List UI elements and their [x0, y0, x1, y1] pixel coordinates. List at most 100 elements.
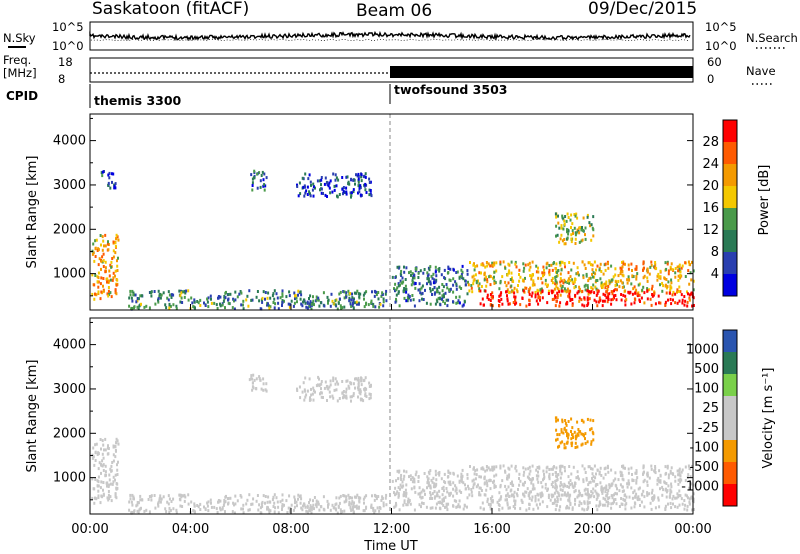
scatter-cell: [566, 300, 569, 304]
scatter-cell: [557, 492, 560, 496]
scatter-cell: [501, 506, 504, 510]
scatter-cell: [94, 274, 97, 277]
scatter-cell: [158, 293, 161, 297]
scatter-cell: [554, 304, 557, 308]
scatter-cell: [556, 293, 559, 297]
scatter-cell: [92, 251, 95, 255]
y-tick-label: 4000: [53, 134, 86, 149]
scatter-cell: [415, 470, 418, 474]
scatter-cell: [515, 492, 518, 496]
scatter-cell: [308, 173, 311, 177]
scatter-cell: [519, 303, 522, 307]
scatter-cell: [539, 492, 542, 496]
scatter-cell: [576, 266, 579, 270]
scatter-cell: [486, 497, 489, 501]
scatter-cell: [402, 477, 405, 481]
scatter-cell: [559, 280, 562, 284]
scatter-cell: [539, 298, 541, 302]
scatter-cell: [654, 302, 657, 306]
scatter-cell: [551, 268, 554, 272]
scatter-cell: [651, 294, 654, 298]
scatter-cell: [555, 488, 558, 492]
scatter-cell: [323, 182, 326, 186]
scatter-cell: [357, 191, 359, 195]
scatter-cell: [301, 390, 304, 394]
scatter-cell: [452, 487, 455, 491]
scatter-cell: [581, 303, 584, 307]
scatter-cell: [259, 378, 262, 382]
scatter-cell: [542, 274, 544, 278]
scatter-cell: [317, 502, 320, 506]
scatter-cell: [372, 302, 375, 306]
scatter-cell: [517, 284, 519, 287]
scatter-cell: [168, 506, 171, 510]
scatter-cell: [364, 182, 367, 186]
scatter-cell: [94, 255, 97, 258]
scatter-cell: [484, 289, 487, 293]
scatter-cell: [449, 471, 452, 475]
scatter-cell: [347, 384, 350, 388]
scatter-cell: [478, 271, 481, 275]
scatter-cell: [546, 301, 549, 305]
date-title: 09/Dec/2015: [588, 0, 697, 19]
scatter-cell: [238, 292, 241, 296]
scatter-cell: [391, 479, 394, 483]
scatter-cell: [157, 300, 160, 304]
scatter-cell: [614, 284, 617, 287]
scatter-cell: [252, 176, 255, 180]
scatter-cell: [362, 399, 365, 403]
scatter-cell: [642, 464, 645, 468]
scatter-cell: [94, 247, 97, 251]
scatter-cell: [530, 481, 533, 485]
scatter-cell: [92, 242, 95, 246]
scatter-cell: [358, 190, 361, 194]
scatter-cell: [312, 182, 315, 186]
scatter-cell: [406, 500, 409, 504]
scatter-cell: [363, 501, 365, 505]
scatter-cell: [153, 290, 156, 293]
scatter-cell: [446, 508, 449, 512]
scatter-cell: [304, 301, 307, 305]
scatter-cell: [522, 473, 525, 477]
scatter-cell: [175, 508, 178, 512]
scatter-cell: [607, 293, 610, 296]
scatter-cell: [357, 376, 360, 380]
scatter-cell: [614, 267, 617, 271]
scatter-cell: [464, 279, 467, 283]
scatter-cell: [593, 260, 596, 264]
scatter-cell: [664, 487, 667, 491]
scatter-cell: [363, 291, 366, 295]
scatter-cell: [498, 304, 501, 308]
scatter-cell: [686, 494, 688, 498]
scatter-cell: [397, 477, 400, 481]
scatter-cell: [358, 499, 361, 503]
scatter-cell: [540, 481, 543, 485]
scatter-cell: [466, 505, 468, 509]
scatter-cell: [394, 486, 397, 490]
scatter-cell: [429, 497, 432, 500]
scatter-cell: [136, 297, 139, 300]
scatter-cell: [646, 471, 649, 475]
station-title: Saskatoon (fitACF): [92, 0, 249, 19]
scatter-cell: [577, 428, 580, 431]
scatter-cell: [547, 493, 550, 497]
scatter-cell: [572, 465, 575, 469]
scatter-cell: [478, 287, 481, 291]
scatter-cell: [591, 476, 593, 480]
scatter-cell: [405, 483, 408, 487]
scatter-cell: [666, 260, 669, 264]
scatter-cell: [421, 297, 423, 301]
scatter-cell: [379, 302, 382, 306]
scatter-cell: [429, 469, 432, 473]
scatter-cell: [273, 306, 276, 310]
scatter-cell: [576, 495, 579, 499]
scatter-cell: [349, 506, 352, 510]
scatter-cell: [102, 488, 104, 492]
scatter-cell: [493, 474, 496, 478]
scatter-cell: [438, 291, 441, 295]
scatter-cell: [561, 239, 564, 243]
scatter-cell: [558, 494, 561, 498]
scatter-cell: [433, 278, 436, 282]
scatter-cell: [456, 505, 459, 509]
scatter-cell: [304, 505, 307, 509]
